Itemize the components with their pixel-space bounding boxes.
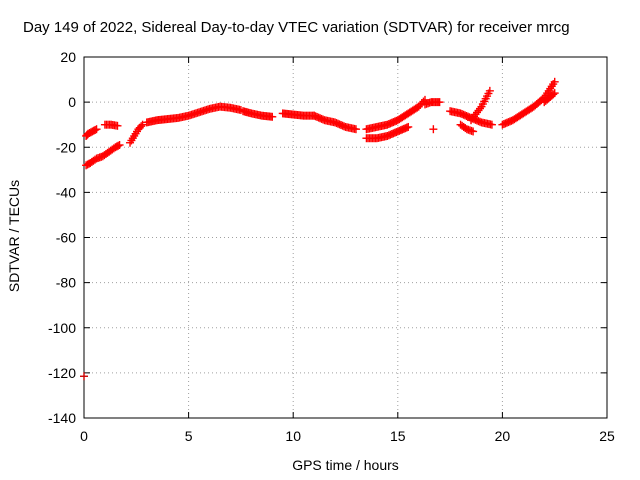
- data-point: [92, 125, 101, 134]
- data-point: [113, 121, 122, 130]
- data-point: [487, 120, 496, 129]
- y-tick-label: -20: [56, 139, 76, 155]
- data-point: [114, 141, 123, 150]
- data-point: [91, 125, 100, 134]
- y-tick-label: -120: [48, 365, 76, 381]
- data-point: [268, 112, 277, 121]
- data-point: [550, 89, 559, 98]
- y-tick-label: -100: [48, 320, 76, 336]
- y-tick-label: 0: [68, 94, 76, 110]
- x-tick-label: 15: [390, 428, 406, 444]
- data-point: [549, 90, 558, 99]
- data-point: [429, 125, 438, 134]
- x-tick-label: 5: [185, 428, 193, 444]
- data-point: [138, 120, 147, 129]
- x-tick-label: 0: [80, 428, 88, 444]
- data-point: [115, 140, 124, 149]
- x-tick-label: 25: [599, 428, 615, 444]
- x-tick-label: 20: [495, 428, 511, 444]
- y-tick-label: -140: [48, 410, 76, 426]
- data-point: [137, 122, 146, 131]
- y-tick-label: -40: [56, 184, 76, 200]
- y-tick-label: -60: [56, 230, 76, 246]
- chart-title: Day 149 of 2022, Sidereal Day-to-day VTE…: [23, 19, 570, 36]
- data-point: [404, 122, 413, 131]
- y-tick-label: -80: [56, 275, 76, 291]
- outlier-point: [80, 372, 88, 381]
- data-point: [475, 104, 484, 113]
- x-axis-label: GPS time / hours: [292, 457, 399, 473]
- data-point: [550, 77, 559, 86]
- y-tick-label: 20: [60, 49, 76, 65]
- data-point: [435, 98, 444, 107]
- data-point: [469, 127, 478, 136]
- data-point: [351, 125, 360, 134]
- data-point: [485, 86, 494, 95]
- x-tick-label: 10: [285, 428, 301, 444]
